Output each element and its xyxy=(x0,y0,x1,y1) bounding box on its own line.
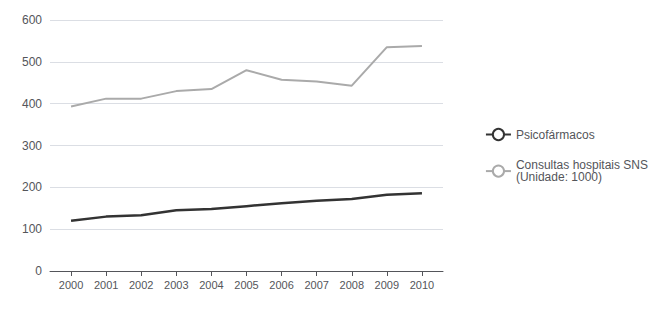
svg-text:300: 300 xyxy=(22,139,42,153)
svg-text:2010: 2010 xyxy=(410,279,434,291)
svg-text:0: 0 xyxy=(35,264,42,278)
svg-text:2000: 2000 xyxy=(59,279,83,291)
svg-text:100: 100 xyxy=(22,222,42,236)
svg-text:2002: 2002 xyxy=(129,279,153,291)
svg-text:2004: 2004 xyxy=(199,279,223,291)
svg-text:(Unidade: 1000): (Unidade: 1000) xyxy=(516,170,602,184)
svg-text:Consultas hospitais SNS: Consultas hospitais SNS xyxy=(515,158,648,173)
svg-text:2009: 2009 xyxy=(375,279,399,291)
svg-text:2006: 2006 xyxy=(269,279,293,291)
svg-text:400: 400 xyxy=(22,97,42,111)
svg-text:200: 200 xyxy=(22,180,42,194)
svg-text:2001: 2001 xyxy=(94,279,118,291)
svg-text:2005: 2005 xyxy=(234,279,258,291)
svg-text:600: 600 xyxy=(22,13,42,27)
svg-text:2008: 2008 xyxy=(340,279,364,291)
svg-text:2003: 2003 xyxy=(164,279,188,291)
svg-text:Psicofármacos: Psicofármacos xyxy=(516,128,595,142)
svg-text:500: 500 xyxy=(22,55,42,69)
svg-text:2007: 2007 xyxy=(304,279,328,291)
